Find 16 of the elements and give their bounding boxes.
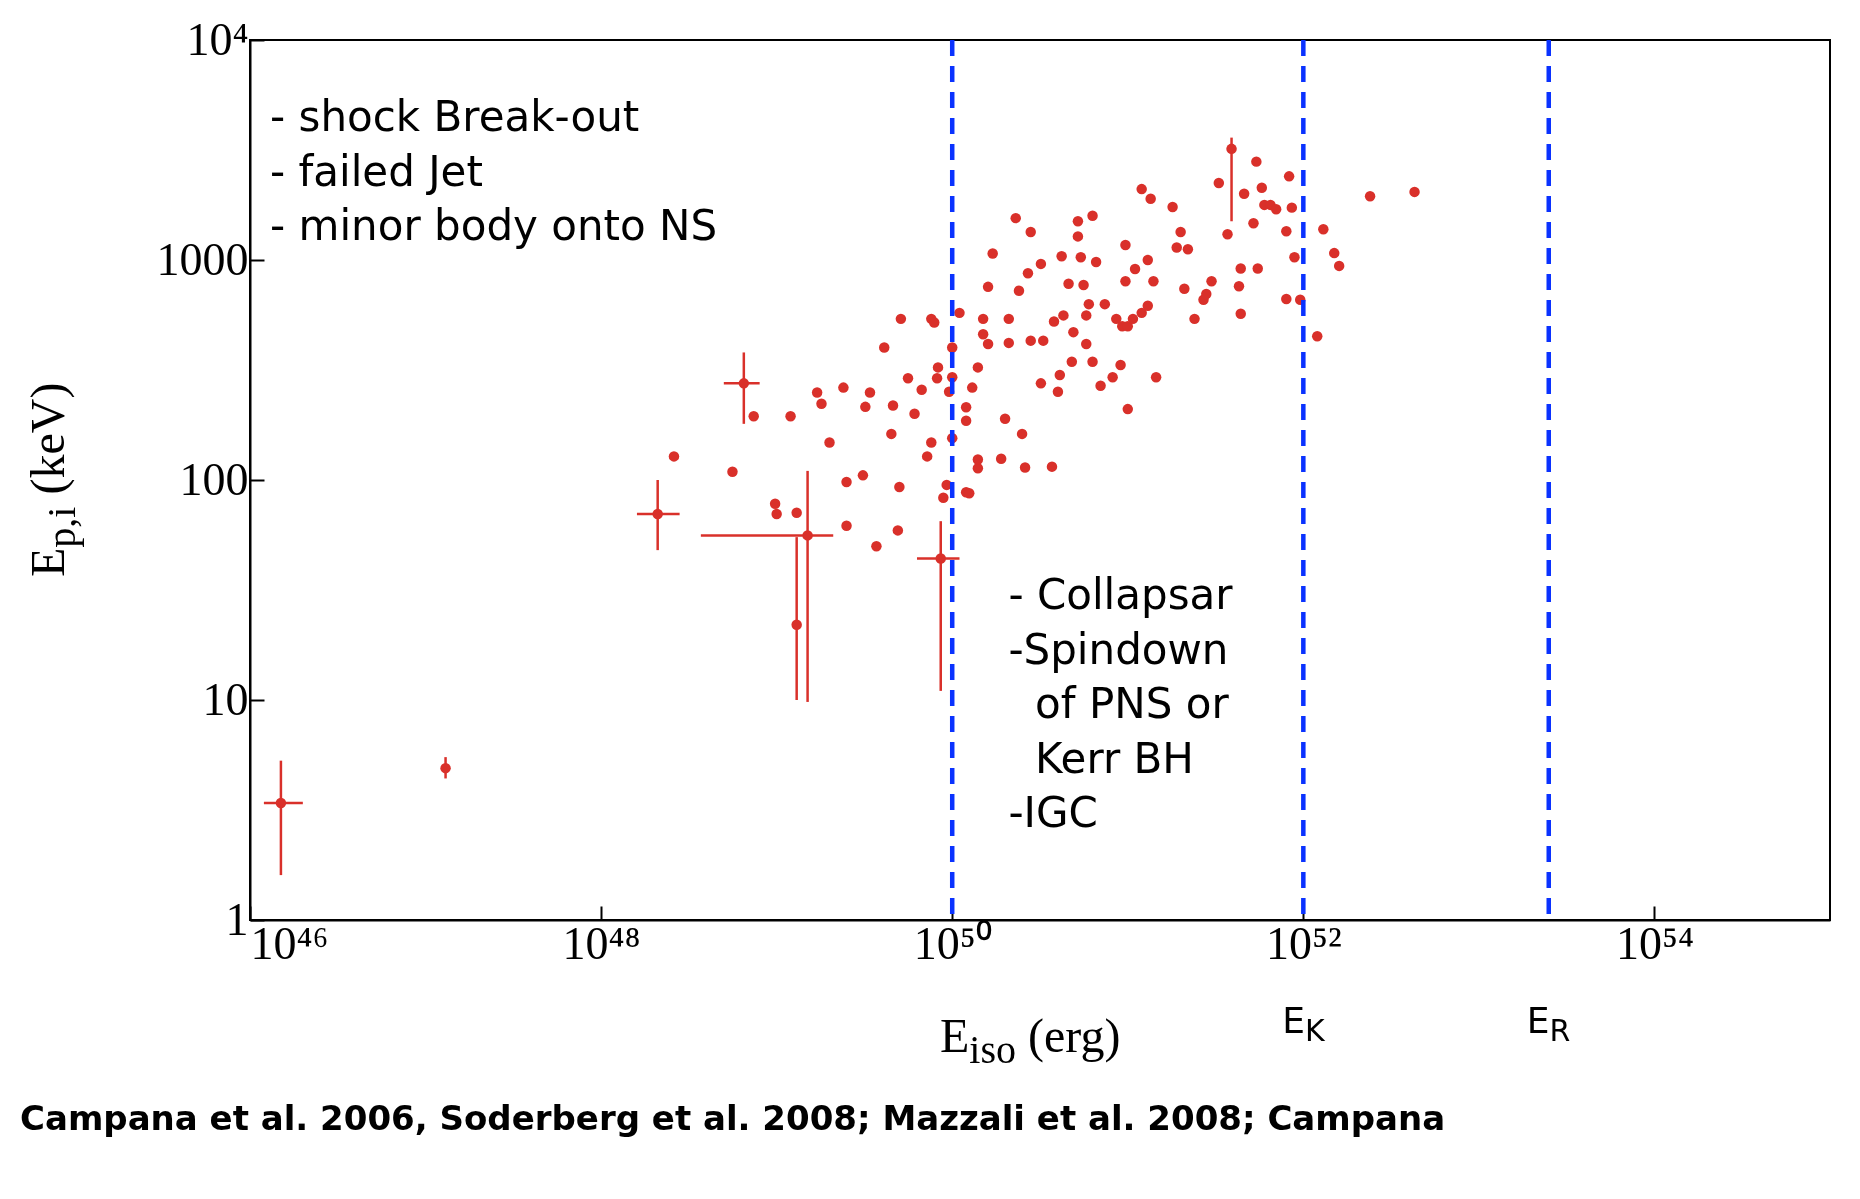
x-tick-label: 10⁴⁶ [250,917,329,969]
ref-line-label: E$_{K}$ [1282,999,1325,1051]
y-tick-label: 1 [225,893,249,945]
ref-line-label: E$_{R}$ [1526,999,1571,1051]
x-tick-label: 10⁵⁴ [1615,917,1694,969]
x-tick-label: 10⁵² [1265,917,1342,969]
annotation: - Collapsar -Spindown of PNS or Kerr BH -IGC [1008,569,1233,840]
annotation: - shock Break-out - failed Jet - minor body onto NS [270,91,718,253]
y-tick-label: 10 [202,673,249,725]
y-tick-label: 1000 [156,233,249,285]
y-tick-label: 10⁴ [186,13,249,65]
x-tick-label: 10⁴⁸ [562,917,641,969]
x-axis-title: E$_{iso}$ (erg) [940,1008,1121,1073]
x-tick-label: 10⁵⁰ [913,917,992,969]
text: Campana et al. 2006, Soderberg et al. 2008; Mazzali et al. 2008; Campana [20,1098,1446,1138]
y-tick-label: 100 [179,453,249,505]
